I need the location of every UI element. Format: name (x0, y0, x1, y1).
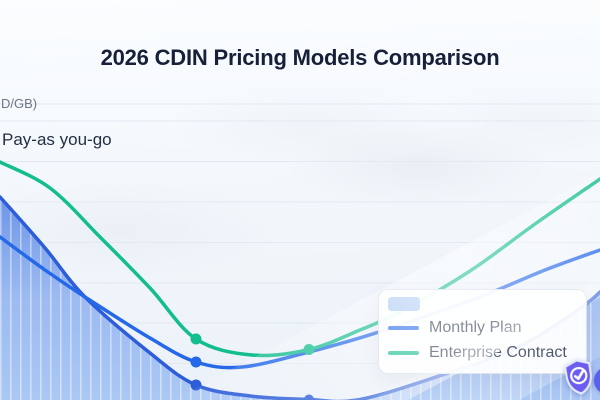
legend-label: Enterprise Contract (429, 344, 567, 361)
chart-legend: Monthly Plan Enterprise Contract (378, 289, 587, 374)
y-axis-unit-label: D/GB) (1, 96, 38, 111)
area-swatch-icon (388, 297, 420, 311)
series-annotation-payg: Pay-as you-go (2, 130, 112, 149)
legend-item-pay-as-you-go[interactable] (388, 297, 574, 311)
line-swatch-icon (388, 351, 419, 355)
page-title: 2026 CDIN Pricing Models Comparison (100, 45, 500, 70)
line-swatch-icon (388, 326, 419, 330)
legend-item-enterprise-contract[interactable]: Enterprise Contract (388, 345, 574, 361)
legend-item-monthly-plan[interactable]: Monthly Plan (388, 320, 574, 336)
legend-label: Monthly Plan (429, 319, 522, 336)
